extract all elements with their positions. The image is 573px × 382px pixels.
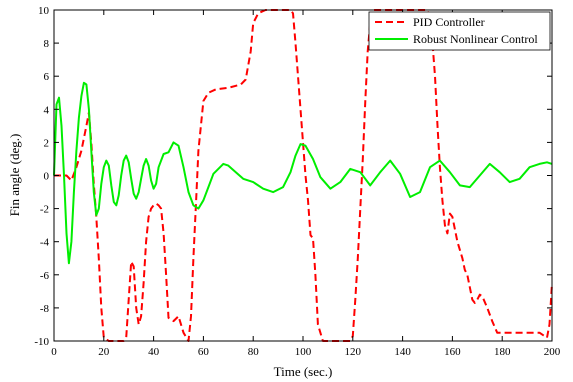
y-tick-label: 6 — [44, 71, 50, 83]
x-tick-label: 0 — [51, 346, 57, 358]
plot-background — [54, 10, 552, 341]
series-line-0 — [54, 9, 553, 342]
y-tick-label: 2 — [44, 137, 50, 149]
y-tick-label: -10 — [34, 336, 49, 348]
y-tick-label: -4 — [40, 237, 50, 249]
series-line-1 — [53, 81, 553, 265]
y-tick-label: -6 — [40, 270, 50, 282]
y-tick-label: -8 — [40, 303, 50, 315]
legend-box — [368, 11, 551, 51]
legend-label-robust: Robust Nonlinear Control — [413, 32, 538, 46]
y-axis-label: Fin angle (deg.) — [7, 134, 22, 217]
tick-layer: 0 20 40 60 80 100 120 140 160 180 200 -10 -8 -6 -4 -2 0 2… — [34, 5, 560, 358]
x-tick-label: 40 — [148, 346, 160, 358]
y-tick-label: 4 — [44, 104, 50, 116]
x-tick-label: 80 — [248, 346, 260, 358]
legend: PID Controller Robust Nonlinear Control — [368, 11, 551, 51]
x-tick-label: 20 — [98, 346, 110, 358]
x-tick-label: 200 — [544, 346, 561, 358]
x-tick-label: 180 — [494, 346, 511, 358]
x-axis-label: Time (sec.) — [274, 364, 333, 379]
x-tick-label: 120 — [345, 346, 362, 358]
x-tick-label: 140 — [394, 346, 411, 358]
series-layer — [53, 9, 553, 342]
y-tick-label: 10 — [38, 5, 50, 17]
y-tick-label: 8 — [44, 38, 50, 50]
x-tick-label: 60 — [198, 346, 210, 358]
x-tick-label: 100 — [295, 346, 312, 358]
x-tick-label: 160 — [444, 346, 461, 358]
y-tick-label: 0 — [44, 171, 50, 183]
legend-label-pid: PID Controller — [413, 15, 485, 29]
y-tick-label: -2 — [40, 204, 49, 216]
